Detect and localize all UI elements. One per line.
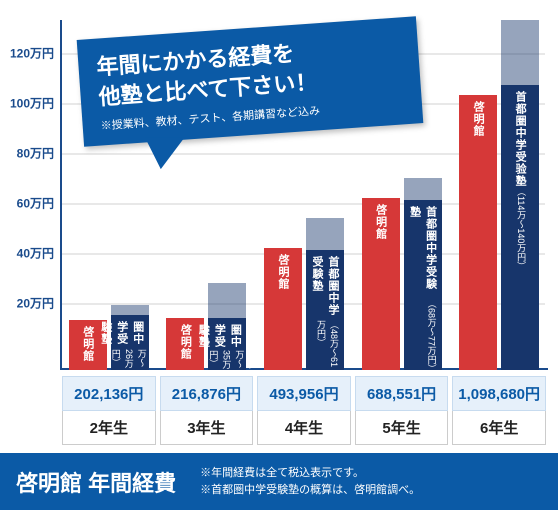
other-juku-range-cap [306, 218, 344, 251]
keimei-bar: 啓明館 [264, 248, 302, 371]
grade-cell: 4年生 [257, 411, 351, 445]
other-juku-bar: 首都圏中学受験塾（21万～35万円） [208, 318, 246, 371]
other-juku-bar-label: 首都圏中学受験塾 [407, 206, 439, 299]
grade-cell: 3年生 [160, 411, 254, 445]
other-juku-bar-range: （21万～35万円） [195, 350, 259, 370]
other-juku-bar-range: （48万～61万円） [309, 320, 341, 370]
y-tick: 100万円 [10, 95, 54, 112]
price-row: 202,136円216,876円493,956円688,551円1,098,68… [60, 376, 548, 411]
keimei-bar-label: 啓明館 [80, 320, 96, 362]
other-juku-bar: 首都圏中学受验塾（114万～140万円） [501, 85, 539, 370]
grade-cell: 5年生 [355, 411, 449, 445]
other-juku-bar-range: （114万～140万円） [512, 187, 528, 270]
grade-cell: 6年生 [452, 411, 546, 445]
footer-note-2: ※首都圏中学受験塾の概算は、啓明館調べ。 [200, 482, 420, 499]
other-juku-range-cap [404, 178, 442, 201]
bar-group: 啓明館首都圏中学受验塾（114万～140万円） [450, 20, 548, 370]
y-tick: 120万円 [10, 45, 54, 62]
other-juku-bar-label: 首都圏中学受験塾 [195, 324, 259, 350]
keimei-bar: 啓明館 [362, 198, 400, 371]
price-cell: 493,956円 [257, 376, 351, 411]
price-cell: 1,098,680円 [452, 376, 546, 411]
other-juku-bar-range: （22万～26万円） [98, 349, 162, 370]
price-cell: 688,551円 [355, 376, 449, 411]
other-juku-range-cap [208, 283, 246, 318]
other-juku-bar: 首都圏中学受験塾（68万～77万円） [404, 200, 442, 370]
y-axis: 20万円 40万円 60万円 80万円 100万円 120万円 [0, 20, 60, 370]
price-cell: 216,876円 [160, 376, 254, 411]
price-cell: 202,136円 [62, 376, 156, 411]
keimei-bar-label: 啓明館 [373, 198, 389, 240]
keimei-bar-label: 啓明館 [470, 95, 486, 137]
keimei-bar: 啓明館 [459, 95, 497, 370]
footer-notes: ※年間経費は全て税込表示です。 ※首都圏中学受験塾の概算は、啓明館調べ。 [200, 465, 420, 498]
other-juku-bar: 首都圏中学受験塾（48万～61万円） [306, 250, 344, 370]
y-tick: 60万円 [17, 195, 54, 212]
y-tick: 40万円 [17, 245, 54, 262]
footer-note-1: ※年間経費は全て税込表示です。 [200, 465, 420, 482]
other-juku-bar-label: 首都圏中学受験塾 [98, 321, 162, 349]
other-juku-bar-range: （68万～77万円） [407, 299, 439, 370]
other-juku-bar-label: 首都圏中学受験塾 [309, 256, 341, 320]
other-juku-bar: 首都圏中学受験塾（22万～26万円） [111, 315, 149, 370]
y-tick: 80万円 [17, 145, 54, 162]
other-juku-range-cap [111, 305, 149, 315]
grade-cell: 2年生 [62, 411, 156, 445]
y-tick: 20万円 [17, 295, 54, 312]
grade-row: 2年生3年生4年生5年生6年生 [60, 411, 548, 445]
other-juku-bar-label: 首都圏中学受验塾 [512, 91, 528, 187]
chart-plot-area: 20万円40万円60万円80万円100万円120万円 啓明館首都圏中学受験塾（2… [0, 0, 558, 370]
keimei-bar-label: 啓明館 [275, 248, 291, 290]
footer-title: 啓明館 年間経費 [16, 466, 176, 498]
keimei-bar-label: 啓明館 [177, 318, 193, 360]
other-juku-range-cap [501, 20, 539, 85]
chart-footer: 啓明館 年間経費 ※年間経費は全て税込表示です。 ※首都圏中学受験塾の概算は、啓… [0, 453, 558, 510]
cost-comparison-chart: 20万円40万円60万円80万円100万円120万円 啓明館首都圏中学受験塾（2… [0, 0, 558, 510]
